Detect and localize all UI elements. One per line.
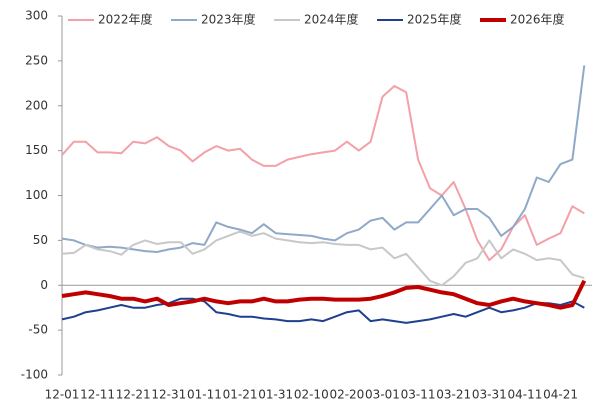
x-tick-label: 03-31 bbox=[472, 388, 507, 402]
x-tick-label: 01-21 bbox=[223, 388, 258, 402]
y-tick-label: -50 bbox=[28, 323, 48, 337]
series-line bbox=[61, 65, 586, 253]
x-tick-label: 01-31 bbox=[258, 388, 293, 402]
y-tick-label: 0 bbox=[40, 278, 48, 292]
x-tick-label: 12-11 bbox=[80, 388, 115, 402]
x-tick-label: 04-21 bbox=[543, 388, 578, 402]
x-tick-label: 03-21 bbox=[436, 388, 471, 402]
legend-label: 2022年度 bbox=[98, 12, 153, 27]
x-tick-label: 01-11 bbox=[187, 388, 222, 402]
series-line bbox=[61, 279, 587, 310]
y-tick-label: 50 bbox=[33, 233, 48, 247]
legend-label: 2025年度 bbox=[407, 12, 462, 27]
x-tick-label: 03-01 bbox=[365, 388, 400, 402]
x-tick-label: 12-01 bbox=[45, 388, 80, 402]
x-tick-label: 03-11 bbox=[401, 388, 436, 402]
x-tick-label: 02-20 bbox=[329, 388, 364, 402]
series-line bbox=[61, 230, 585, 287]
x-tick-label: 04-11 bbox=[507, 388, 542, 402]
legend-label: 2024年度 bbox=[304, 12, 359, 27]
series-line bbox=[61, 297, 585, 324]
y-tick-label: -100 bbox=[21, 368, 48, 382]
legend-label: 2023年度 bbox=[201, 12, 256, 27]
x-tick-label: 12-21 bbox=[116, 388, 151, 402]
y-tick-label: 300 bbox=[25, 9, 48, 23]
series-line bbox=[61, 85, 585, 262]
y-tick-label: 150 bbox=[25, 143, 48, 157]
y-tick-label: 200 bbox=[25, 98, 48, 112]
x-tick-label: 02-10 bbox=[294, 388, 329, 402]
y-tick-label: 250 bbox=[25, 53, 48, 67]
legend-label: 2026年度 bbox=[510, 12, 565, 27]
x-tick-label: 12-31 bbox=[151, 388, 186, 402]
y-tick-label: 100 bbox=[25, 188, 48, 202]
